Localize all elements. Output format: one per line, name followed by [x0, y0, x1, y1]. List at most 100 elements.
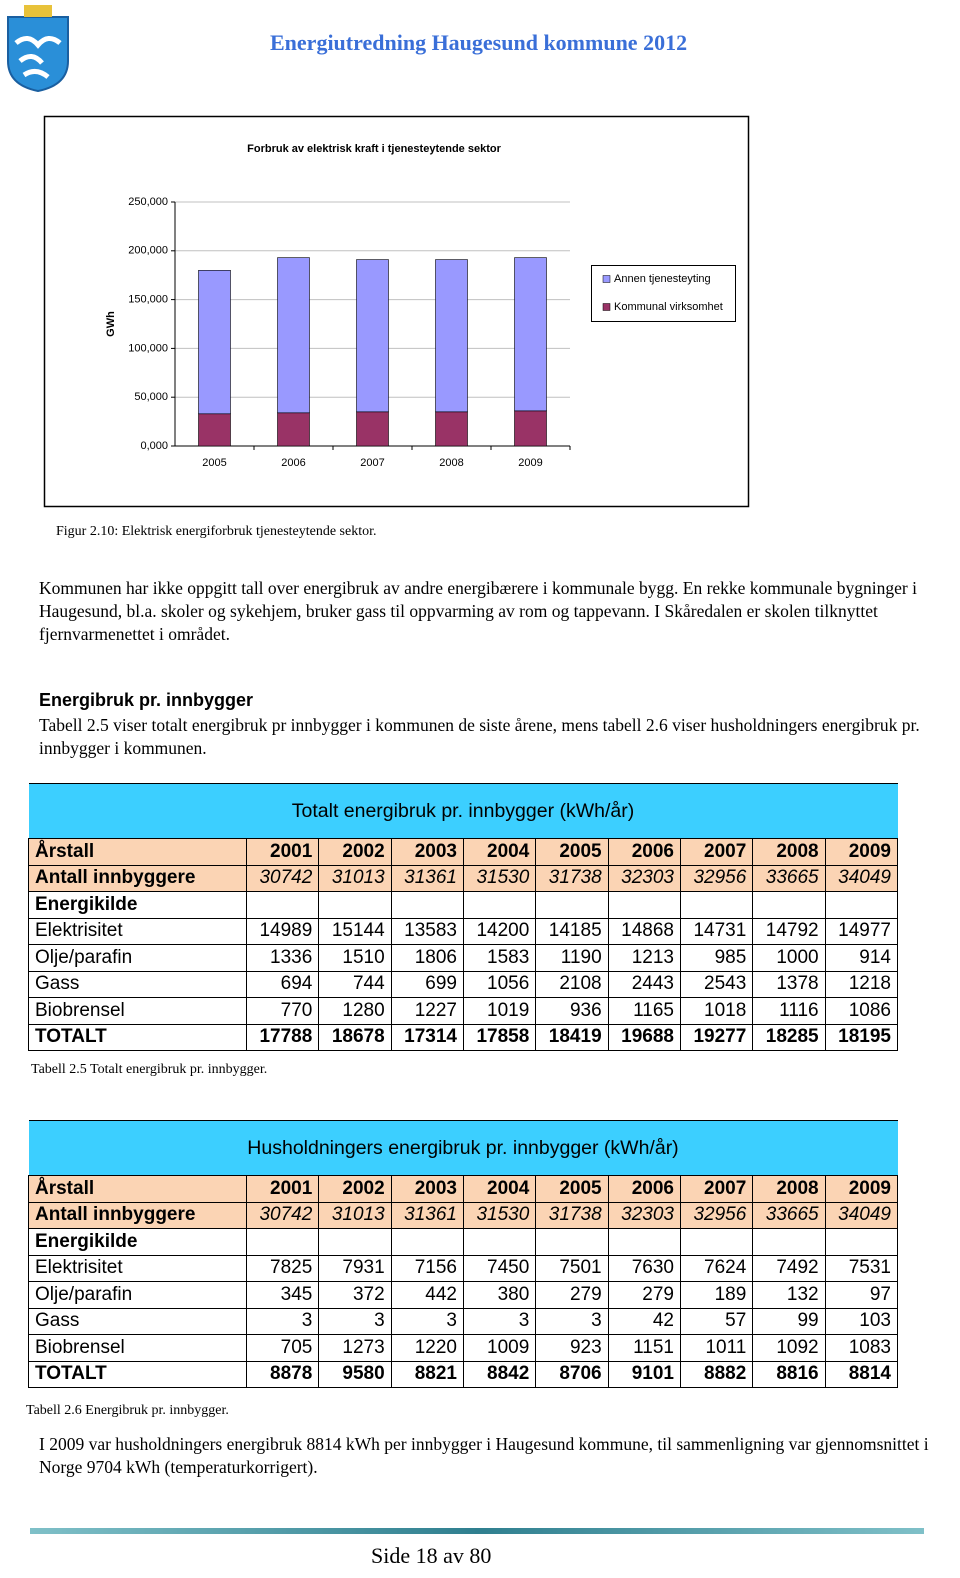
table-cell: 1220: [390, 1334, 464, 1362]
bar-segment: [356, 411, 389, 447]
title-row: Totalt energibruk pr. innbygger (kWh/år): [28, 783, 898, 839]
table-cell: [535, 891, 609, 919]
table-cell: 33665: [752, 864, 826, 892]
row-label: Elektrisitet: [28, 1254, 247, 1282]
row-label: Energikilde: [28, 891, 247, 919]
table-cell: 97: [824, 1281, 899, 1309]
table-cell: 985: [679, 944, 754, 972]
x-tick-label: 2005: [202, 457, 226, 469]
table-cell: [752, 1228, 826, 1256]
paragraph: I 2009 var husholdningers energibruk 881…: [39, 1434, 929, 1477]
table-cell: 2009: [824, 838, 899, 866]
table-cell: [318, 891, 392, 919]
table-cell: 7492: [752, 1254, 826, 1282]
table-row: Olje/parafin 345 372 442 380 279 279 189 132 97: [28, 1281, 899, 1309]
table-cell: 1510: [318, 944, 392, 972]
page-number: Side 18 av 80: [371, 1543, 492, 1568]
table-cell: 8882: [679, 1360, 754, 1388]
table-cell: 1019: [462, 997, 537, 1025]
table-cell: 189: [679, 1281, 754, 1309]
data-table: Husholdningers energibruk pr. innbygger …: [28, 1120, 899, 1388]
table-cell: 8706: [535, 1360, 609, 1388]
table-cell: [679, 1228, 754, 1256]
bar-segment: [435, 259, 468, 413]
table-cell: [318, 1228, 392, 1256]
table-cell: 57: [679, 1307, 754, 1335]
row-label: Biobrensel: [28, 1334, 247, 1362]
table-cell: 1116: [752, 997, 826, 1025]
table-cell: 2005: [535, 1175, 609, 1203]
y-tick-label: 50,000: [134, 391, 168, 403]
table-cell: 7630: [607, 1254, 681, 1282]
table-cell: 32956: [679, 864, 754, 892]
table-cell: 2008: [752, 1175, 826, 1203]
table-cell: 13583: [390, 917, 464, 945]
table-cell: 8878: [245, 1360, 320, 1388]
table-cell: 7501: [535, 1254, 609, 1282]
table-cell: 923: [535, 1334, 609, 1362]
table-cell: 1336: [245, 944, 320, 972]
table-cell: 31361: [390, 1201, 464, 1229]
table-cell: 1378: [752, 970, 826, 998]
table-row: Elektrisitet 7825 7931 7156 7450 7501 7630 7624…: [28, 1254, 899, 1282]
table-cell: 705: [245, 1334, 320, 1362]
table-cell: 14989: [245, 917, 320, 945]
row-label: TOTALT: [28, 1023, 247, 1051]
row-label: Olje/parafin: [28, 944, 247, 972]
table-cell: 1009: [462, 1334, 537, 1362]
table-cell: 7156: [390, 1254, 464, 1282]
chart-title: Forbruk av elektrisk kraft i tjenesteyte…: [247, 143, 501, 155]
table-cell: 7450: [462, 1254, 537, 1282]
table-cell: [390, 1228, 464, 1256]
table-cell: 380: [462, 1281, 537, 1309]
table-row: Årstall 2001 2002 2003 2004 2005 2006 2007 2008 2…: [28, 1175, 899, 1203]
table-cell: [824, 1228, 899, 1256]
table-cell: 14731: [679, 917, 754, 945]
table-cell: 14792: [752, 917, 826, 945]
table-cell: 1218: [824, 970, 899, 998]
table-cell: 2543: [679, 970, 754, 998]
table-cell: 1165: [607, 997, 681, 1025]
table-cell: 8821: [390, 1360, 464, 1388]
table-cell: 1806: [390, 944, 464, 972]
table-cell: 18678: [318, 1023, 392, 1051]
legend-label: Annen tjenesteyting: [614, 273, 711, 285]
table-cell: 914: [824, 944, 899, 972]
table-cell: 34049: [824, 864, 899, 892]
table-cell: 31738: [535, 1201, 609, 1229]
table-cell: [390, 891, 464, 919]
table-cell: 2009: [824, 1175, 899, 1203]
table-cell: 1000: [752, 944, 826, 972]
table-cell: 9101: [607, 1360, 681, 1388]
table-cell: 31530: [462, 1201, 537, 1229]
table-cell: 2002: [318, 1175, 392, 1203]
footer-rule: [30, 1528, 924, 1534]
row-label: Antall innbyggere: [28, 1201, 247, 1229]
table-row: Årstall 2001 2002 2003 2004 2005 2006 2007 2008 2…: [28, 838, 899, 866]
row-label: TOTALT: [28, 1360, 247, 1388]
table-title: Totalt energibruk pr. innbygger (kWh/år): [28, 783, 898, 839]
table-row: Gass 3 3 3 3 3 42 57 99 103: [28, 1307, 899, 1335]
table-row: Energikilde: [28, 1228, 899, 1256]
table-cell: 19277: [679, 1023, 754, 1051]
table-cell: 132: [752, 1281, 826, 1309]
table-cell: 18419: [535, 1023, 609, 1051]
row-label: Årstall: [28, 838, 247, 866]
table-caption: Tabell 2.5 Totalt energibruk pr. innbygg…: [31, 1062, 268, 1077]
chart: Forbruk av elektrisk kraft i tjenesteyte…: [43, 115, 750, 508]
table-cell: 7624: [679, 1254, 754, 1282]
legend-label: Kommunal virksomhet: [614, 301, 723, 313]
table-cell: 31013: [318, 864, 392, 892]
table-cell: 7825: [245, 1254, 320, 1282]
table-cell: 8814: [824, 1360, 899, 1388]
header-title: Energiutredning Haugesund kommune 2012: [270, 30, 688, 55]
table-cell: 770: [245, 997, 320, 1025]
table-cell: 32303: [607, 1201, 681, 1229]
table-cell: 18195: [824, 1023, 899, 1051]
bar-segment: [277, 412, 310, 447]
y-tick-label: 150,000: [128, 294, 168, 306]
bar-segment: [514, 257, 547, 412]
table-cell: 8842: [462, 1360, 537, 1388]
table-cell: 1083: [824, 1334, 899, 1362]
